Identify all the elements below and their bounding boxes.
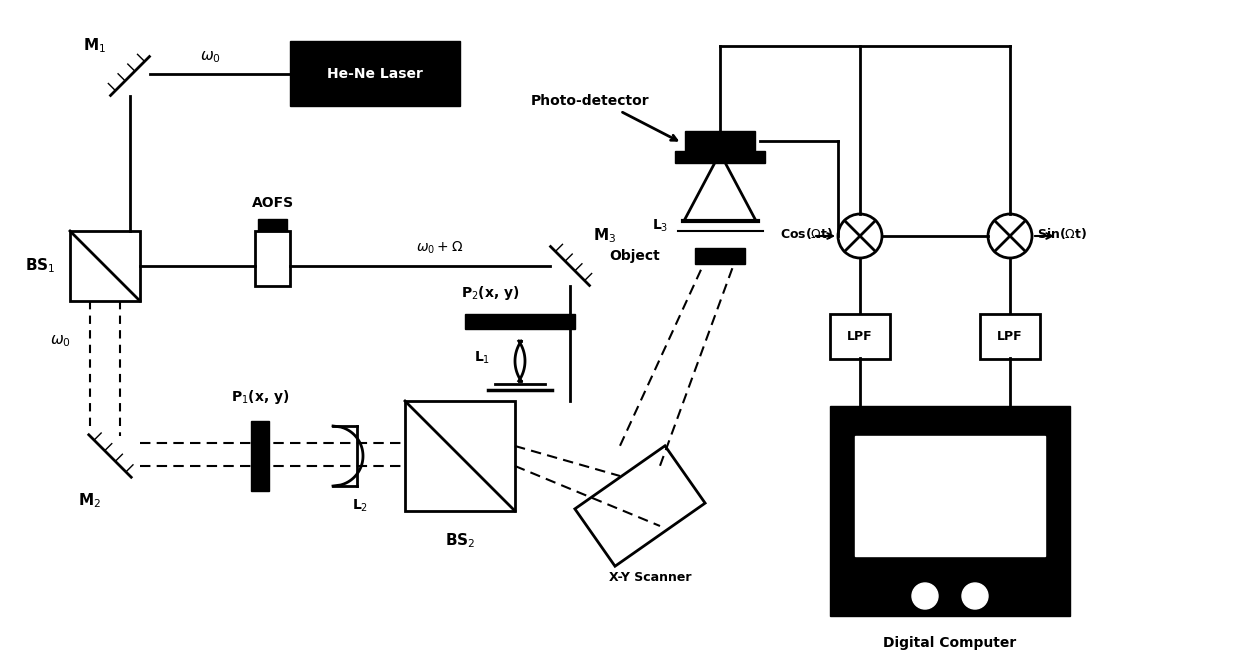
Text: $\omega_0$: $\omega_0$ [200, 50, 221, 65]
Text: Digital Computer: Digital Computer [883, 636, 1017, 650]
Text: Cos($\Omega$t): Cos($\Omega$t) [780, 226, 833, 240]
Bar [258, 219, 286, 231]
Bar [830, 314, 890, 358]
Text: L$_3$: L$_3$ [652, 218, 668, 234]
Text: M$_3$: M$_3$ [594, 226, 616, 245]
Bar [980, 314, 1040, 358]
Text: BS$_2$: BS$_2$ [445, 531, 475, 549]
Bar [675, 151, 765, 163]
Bar [250, 421, 269, 491]
Text: Object: Object [610, 249, 661, 263]
Text: BS$_1$: BS$_1$ [25, 256, 55, 275]
Text: P$_1$(x, y): P$_1$(x, y) [231, 388, 289, 406]
Bar [684, 131, 755, 151]
Text: M$_1$: M$_1$ [83, 37, 107, 55]
Text: $\omega_0 + \Omega$: $\omega_0 + \Omega$ [417, 240, 464, 256]
Text: X-Y Scanner: X-Y Scanner [609, 571, 691, 584]
Circle shape [911, 583, 937, 609]
Text: Photo-detector: Photo-detector [531, 94, 650, 108]
Text: AOFS: AOFS [252, 196, 294, 210]
Bar [694, 248, 745, 264]
Text: Sin($\Omega$t): Sin($\Omega$t) [1037, 226, 1087, 240]
Bar [255, 231, 290, 286]
Bar [465, 314, 575, 328]
Text: $\omega_0$: $\omega_0$ [50, 333, 71, 349]
Bar [856, 436, 1045, 556]
Text: P$_2$(x, y): P$_2$(x, y) [461, 284, 520, 302]
Text: LPF: LPF [847, 330, 873, 342]
Bar [830, 406, 1070, 616]
Bar [290, 41, 460, 106]
Text: M$_2$: M$_2$ [78, 492, 102, 510]
Text: He-Ne Laser: He-Ne Laser [327, 67, 423, 81]
Circle shape [962, 583, 988, 609]
Text: LPF: LPF [997, 330, 1023, 342]
Text: L$_2$: L$_2$ [352, 498, 368, 514]
Text: L$_1$: L$_1$ [474, 350, 490, 366]
